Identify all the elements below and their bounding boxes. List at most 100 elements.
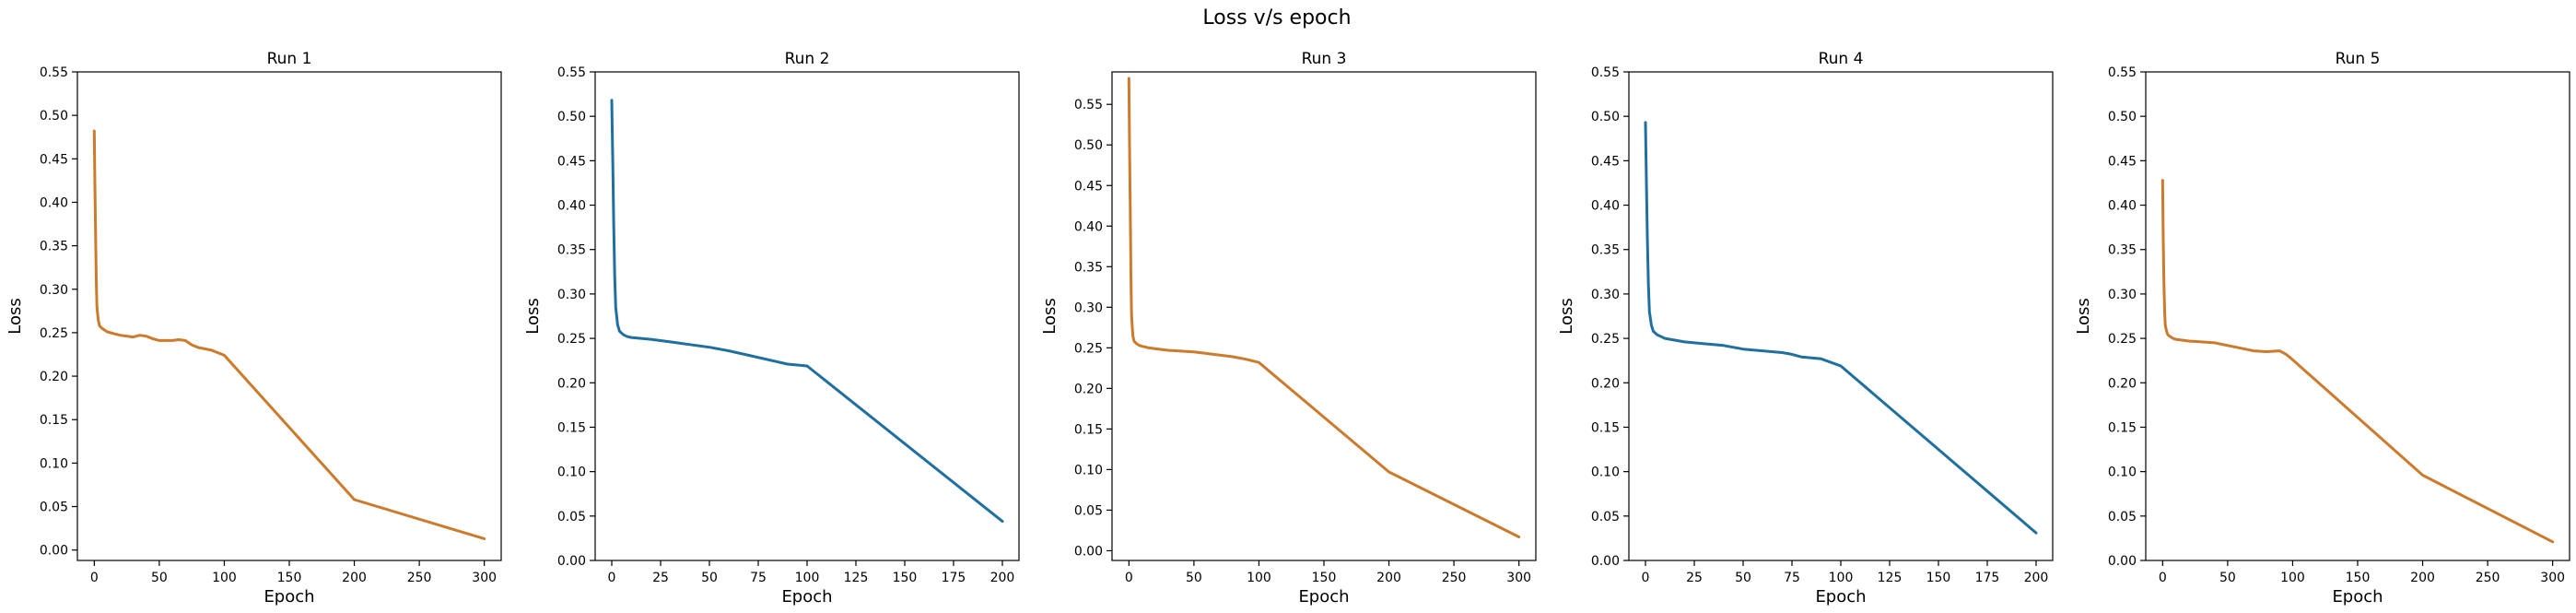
x-tick-label: 50 [1735, 571, 1751, 585]
x-tick-label: 175 [942, 571, 966, 585]
x-tick-label: 150 [893, 571, 918, 585]
y-tick-label: 0.10 [2108, 466, 2137, 480]
x-tick-label: 200 [1376, 571, 1401, 585]
chart-title: Run 5 [2336, 50, 2381, 68]
x-tick-label: 100 [2280, 571, 2305, 585]
y-tick-label: 0.50 [557, 110, 586, 124]
x-tick-label: 25 [1686, 571, 1703, 585]
y-tick-label: 0.25 [40, 326, 68, 341]
x-tick-label: 50 [2219, 571, 2236, 585]
x-tick-label: 175 [1975, 571, 2000, 585]
x-tick-label: 300 [472, 571, 497, 585]
x-tick-label: 50 [701, 571, 718, 585]
y-tick-label: 0.15 [1591, 420, 1620, 435]
y-tick-label: 0.25 [2108, 332, 2137, 347]
y-tick-label: 0.45 [557, 154, 586, 169]
y-tick-label: 0.10 [1591, 466, 1620, 480]
x-tick-label: 0 [1642, 571, 1650, 585]
y-tick-label: 0.15 [1074, 422, 1103, 437]
x-tick-label: 0 [608, 571, 616, 585]
y-axis-label: Loss [1557, 298, 1576, 334]
y-tick-label: 0.25 [1591, 332, 1620, 347]
y-tick-label: 0.25 [557, 332, 586, 347]
chart-title: Run 3 [1302, 50, 1347, 68]
x-axis-label: Epoch [263, 587, 314, 607]
y-tick-label: 0.55 [2108, 65, 2137, 80]
y-tick-label: 0.30 [1591, 288, 1620, 302]
y-tick-label: 0.40 [40, 195, 68, 210]
y-tick-label: 0.15 [40, 413, 68, 428]
y-tick-label: 0.05 [557, 510, 586, 525]
y-tick-label: 0.30 [557, 288, 586, 302]
y-tick-label: 0.00 [1074, 544, 1103, 559]
y-axis-label: Loss [6, 298, 25, 334]
loss-line-1 [2160, 179, 2555, 544]
y-tick-label: 0.40 [2108, 199, 2137, 214]
y-tick-label: 0.35 [2108, 243, 2137, 258]
y-tick-label: 0.45 [1074, 179, 1103, 194]
y-tick-label: 0.35 [557, 243, 586, 258]
x-tick-label: 125 [1878, 571, 1903, 585]
x-tick-label: 50 [1186, 571, 1202, 585]
loss-line-1 [610, 99, 1004, 524]
y-tick-label: 0.25 [1074, 341, 1103, 356]
y-tick-label: 0.00 [1591, 554, 1620, 569]
x-tick-label: 0 [90, 571, 99, 585]
x-tick-label: 200 [2410, 571, 2435, 585]
plot-frame [1628, 71, 2054, 561]
y-tick-label: 0.30 [1074, 301, 1103, 315]
x-tick-label: 125 [844, 571, 869, 585]
x-tick-label: 250 [2476, 571, 2500, 585]
figure-title: Loss v/s epoch [1202, 6, 1351, 29]
x-tick-label: 150 [2346, 571, 2371, 585]
y-axis-label: Loss [523, 298, 543, 334]
plot-frame [76, 71, 502, 561]
x-tick-label: 200 [990, 571, 1015, 585]
y-axis-label: Loss [2074, 298, 2093, 334]
x-axis-label: Epoch [1298, 587, 1349, 607]
y-tick-label: 0.30 [40, 283, 68, 298]
y-tick-label: 0.20 [2108, 376, 2137, 391]
x-tick-label: 50 [151, 571, 168, 585]
y-tick-label: 0.30 [2108, 288, 2137, 302]
x-tick-label: 25 [652, 571, 669, 585]
y-tick-label: 0.40 [1591, 199, 1620, 214]
y-tick-label: 0.05 [1591, 510, 1620, 525]
y-tick-label: 0.55 [1591, 65, 1620, 80]
chart-title: Run 2 [785, 50, 830, 68]
y-tick-label: 0.10 [557, 466, 586, 480]
y-tick-label: 0.45 [1591, 154, 1620, 169]
x-tick-label: 100 [795, 571, 820, 585]
x-tick-label: 0 [2159, 571, 2167, 585]
x-tick-label: 75 [1784, 571, 1800, 585]
y-tick-label: 0.05 [40, 501, 68, 515]
chart-panel-1: Run 1 0 50 100 150 200 250 300 0.00 0.05 0.10 0.15 0… [6, 50, 502, 607]
y-tick-label: 0.45 [2108, 154, 2137, 169]
y-tick-label: 0.15 [2108, 420, 2137, 435]
y-tick-label: 0.35 [40, 240, 68, 254]
x-tick-label: 100 [212, 571, 237, 585]
x-axis-label: Epoch [2332, 587, 2383, 607]
y-tick-label: 0.50 [40, 109, 68, 124]
y-tick-label: 0.15 [557, 420, 586, 435]
y-tick-label: 0.20 [1074, 382, 1103, 396]
loss-line-1 [92, 129, 486, 540]
y-tick-label: 0.00 [557, 554, 586, 569]
chart-title: Run 4 [1819, 50, 1864, 68]
x-tick-label: 75 [750, 571, 767, 585]
y-tick-label: 0.10 [1074, 463, 1103, 477]
plot-frame [1111, 71, 1537, 561]
loss-line-1 [1127, 77, 1521, 538]
y-tick-label: 0.00 [2108, 554, 2137, 569]
y-tick-label: 0.20 [40, 370, 68, 384]
x-tick-label: 100 [1247, 571, 1271, 585]
y-tick-label: 0.20 [1591, 376, 1620, 391]
x-tick-label: 150 [1926, 571, 1951, 585]
chart-title: Run 1 [267, 50, 312, 68]
y-tick-label: 0.20 [557, 376, 586, 391]
chart-panel-5: Run 5 0 50 100 150 200 250 300 0.00 0.05 0.10 0.15 0… [2074, 50, 2570, 607]
x-tick-label: 0 [1125, 571, 1133, 585]
y-tick-label: 0.55 [557, 65, 586, 80]
x-tick-label: 300 [2540, 571, 2565, 585]
